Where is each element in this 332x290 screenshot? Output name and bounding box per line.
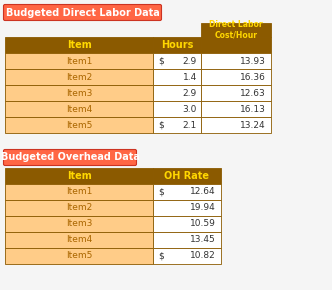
Text: OH Rate: OH Rate — [164, 171, 209, 181]
Bar — [153, 85, 201, 101]
Text: 10.59: 10.59 — [190, 220, 216, 229]
Bar — [201, 85, 271, 101]
Text: Item4: Item4 — [66, 104, 92, 113]
Text: 2.9: 2.9 — [183, 57, 197, 66]
Text: 13.24: 13.24 — [240, 121, 266, 130]
Text: Item2: Item2 — [66, 72, 92, 81]
Text: Item5: Item5 — [66, 251, 92, 260]
Bar — [5, 216, 153, 232]
Text: $: $ — [158, 188, 164, 197]
Text: 10.82: 10.82 — [190, 251, 216, 260]
Text: Direct Labor
Cost/Hour: Direct Labor Cost/Hour — [209, 20, 263, 40]
Text: Budgeted Direct Labor Data: Budgeted Direct Labor Data — [6, 8, 159, 17]
Bar — [5, 168, 153, 184]
Text: 2.1: 2.1 — [183, 121, 197, 130]
Text: 13.45: 13.45 — [190, 235, 216, 244]
Text: 13.93: 13.93 — [240, 57, 266, 66]
Text: 19.94: 19.94 — [190, 204, 216, 213]
FancyBboxPatch shape — [4, 150, 136, 166]
Bar — [201, 53, 271, 69]
Bar — [201, 69, 271, 85]
Text: 16.13: 16.13 — [240, 104, 266, 113]
Bar — [153, 184, 221, 200]
Text: Item: Item — [67, 171, 91, 181]
Text: Item3: Item3 — [66, 88, 92, 97]
Text: $: $ — [158, 251, 164, 260]
Bar — [5, 69, 153, 85]
Bar — [5, 184, 153, 200]
Bar — [153, 69, 201, 85]
Text: Item1: Item1 — [66, 188, 92, 197]
Text: Item1: Item1 — [66, 57, 92, 66]
Text: Item4: Item4 — [66, 235, 92, 244]
Bar — [153, 200, 221, 216]
Bar — [153, 37, 201, 53]
Bar — [201, 101, 271, 117]
Bar — [153, 232, 221, 248]
Text: Hours: Hours — [161, 40, 193, 50]
Bar — [153, 53, 201, 69]
Text: $: $ — [158, 121, 164, 130]
Bar — [201, 117, 271, 133]
Bar — [5, 232, 153, 248]
Bar — [5, 101, 153, 117]
Text: $: $ — [158, 57, 164, 66]
Bar — [5, 200, 153, 216]
Bar — [5, 53, 153, 69]
Text: Item5: Item5 — [66, 121, 92, 130]
Text: Item: Item — [67, 40, 91, 50]
Bar — [153, 101, 201, 117]
Bar — [201, 37, 271, 53]
Bar — [5, 248, 153, 264]
Bar — [5, 117, 153, 133]
Bar — [201, 23, 271, 37]
Text: 3.0: 3.0 — [183, 104, 197, 113]
Text: 12.63: 12.63 — [240, 88, 266, 97]
Text: 1.4: 1.4 — [183, 72, 197, 81]
Text: Budgeted Overhead Data: Budgeted Overhead Data — [1, 153, 139, 162]
Bar — [153, 248, 221, 264]
Bar — [153, 117, 201, 133]
Bar — [5, 85, 153, 101]
Bar — [153, 216, 221, 232]
Bar — [153, 168, 221, 184]
Text: 12.64: 12.64 — [190, 188, 216, 197]
Text: Item2: Item2 — [66, 204, 92, 213]
Text: 2.9: 2.9 — [183, 88, 197, 97]
Text: Item3: Item3 — [66, 220, 92, 229]
Bar — [5, 37, 153, 53]
Text: 16.36: 16.36 — [240, 72, 266, 81]
FancyBboxPatch shape — [4, 5, 161, 21]
